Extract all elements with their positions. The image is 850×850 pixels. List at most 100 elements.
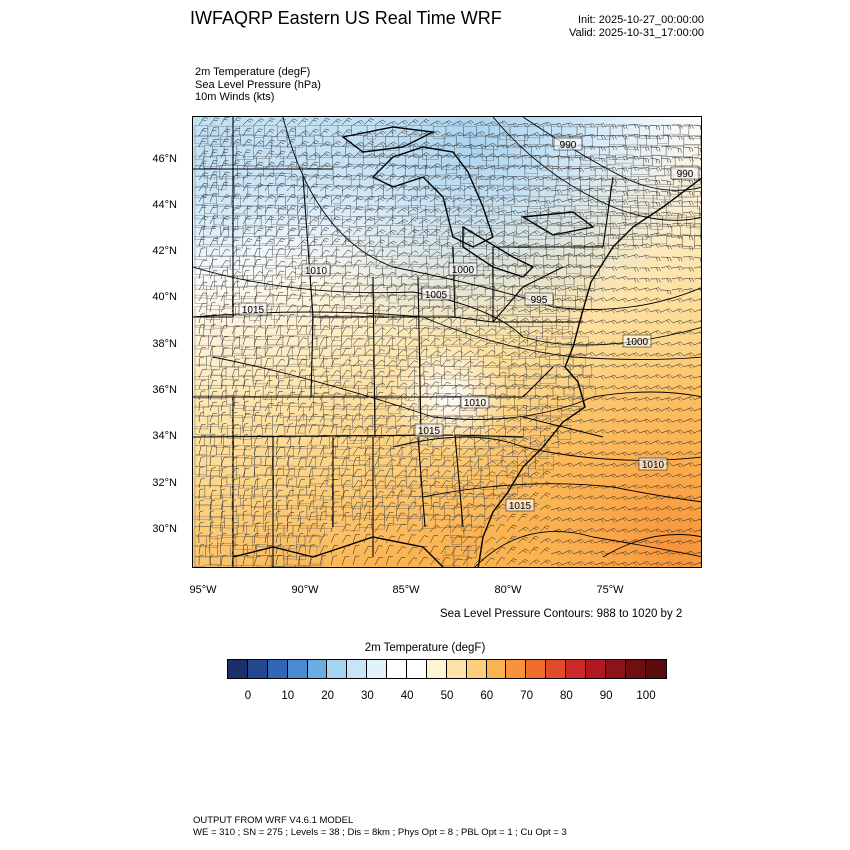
wind-barb [418, 131, 431, 137]
slp-label: 990 [553, 137, 583, 151]
state-line [193, 434, 454, 438]
wind-barb [385, 141, 397, 148]
wind-barb [319, 141, 331, 148]
lat-label: 40°N [152, 291, 177, 303]
wind-barb [308, 128, 319, 137]
wind-barb [198, 138, 207, 148]
county-cell [562, 326, 573, 339]
wind-barb [473, 131, 485, 137]
init-valid-times: Init: 2025-10-27_00:00:00 Valid: 2025-10… [569, 14, 704, 40]
wind-barb [517, 134, 530, 139]
field-temperature: 2m Temperature (degF) [195, 66, 311, 78]
wind-barb [495, 120, 508, 126]
colorbar-tick-label: 90 [599, 690, 613, 702]
wind-barb [506, 133, 519, 139]
wind-barb [583, 134, 596, 139]
wind-barb [671, 124, 683, 129]
wind-barb [440, 142, 453, 148]
county-cell [295, 564, 305, 567]
wind-barb [385, 121, 398, 126]
wind-barb [572, 133, 585, 138]
wind-barb [220, 138, 230, 148]
wind-barb [209, 138, 219, 148]
colorbar-tick-label: 60 [480, 690, 494, 702]
wind-barb [352, 120, 365, 126]
map-panel: 990 990 1010 1000 1015 1005 995 1000 1010 1015 101… [192, 116, 702, 568]
colorbar-cell [566, 660, 587, 678]
wind-barb [440, 120, 453, 126]
county-cell [693, 186, 701, 197]
colorbar-cell [387, 660, 408, 678]
state-line [522, 366, 554, 398]
county-cell [272, 566, 285, 567]
coastline [232, 126, 701, 567]
wind-barb [220, 117, 230, 126]
county-cell [453, 555, 468, 567]
colorbar-cell [546, 660, 567, 678]
wind-barb [242, 118, 254, 126]
wind-barb [253, 140, 265, 148]
lat-label: 36°N [152, 384, 177, 396]
wind-barb [429, 120, 442, 126]
coast-line [312, 536, 444, 567]
wind-barb [672, 135, 683, 140]
colorbar-cell [486, 660, 507, 678]
county-cell [257, 565, 273, 567]
slp-label: 990 [670, 166, 700, 180]
county-cell [218, 565, 229, 567]
wind-barb [231, 117, 242, 126]
wind-barb [539, 121, 552, 127]
slp-contour-note: Sea Level Pressure Contours: 988 to 1020… [440, 608, 683, 620]
lat-label: 34°N [152, 430, 177, 442]
county-cell [577, 285, 587, 300]
coast-line [477, 177, 701, 567]
wind-barb [297, 140, 309, 148]
wind-barb [352, 141, 364, 148]
colorbar-tick-label: 20 [321, 690, 334, 702]
wind-barb [352, 131, 365, 137]
colorbar-cell [247, 660, 268, 678]
wind-barb [264, 139, 275, 148]
county-cell [522, 476, 533, 487]
slp-label: 1010 [301, 263, 331, 277]
county-cell [694, 235, 701, 249]
wind-barb [275, 129, 287, 137]
field-winds: 10m Winds (kts) [195, 91, 275, 103]
isobar [474, 531, 701, 567]
wind-barb [649, 135, 661, 140]
wind-barb [242, 127, 252, 137]
isobar [602, 534, 701, 558]
colorbar-cell [426, 660, 447, 678]
state-line [522, 416, 604, 438]
state-line [602, 176, 614, 248]
colorbar-cell [526, 660, 547, 678]
coast-line [232, 546, 314, 558]
wind-barb [363, 131, 376, 137]
wind-barb [429, 130, 441, 137]
wind-barb [396, 120, 408, 126]
wind-barb [319, 128, 330, 137]
colorbar-cell [228, 660, 248, 678]
colorbar-cell [466, 660, 487, 678]
wind-barb [627, 134, 640, 139]
lat-label: 46°N [152, 153, 177, 165]
county-cell [443, 565, 460, 567]
footer-config-line: WE = 310 ; SN = 275 ; Levels = 38 ; Dis … [193, 826, 567, 838]
wind-barb [374, 130, 386, 137]
colorbar-tick-label: 50 [440, 690, 454, 702]
wind-barb [583, 123, 596, 128]
wind-barb [693, 135, 701, 141]
colorbar-tick-label: 30 [360, 690, 374, 702]
coast-line [371, 146, 494, 248]
colorbar-cell [267, 660, 288, 678]
wind-barb [429, 142, 442, 148]
wind-barb [308, 117, 319, 126]
wind-barb [528, 122, 541, 128]
colorbar-title: 2m Temperature (degF) [364, 642, 486, 654]
wind-barb [319, 118, 330, 126]
wind-barb [374, 119, 386, 126]
weather-map: 990 990 1010 1000 1015 1005 995 1000 1010 1015 101… [193, 117, 701, 567]
state-line [452, 246, 456, 318]
isobar [422, 483, 701, 503]
colorbar-cell [367, 660, 388, 678]
